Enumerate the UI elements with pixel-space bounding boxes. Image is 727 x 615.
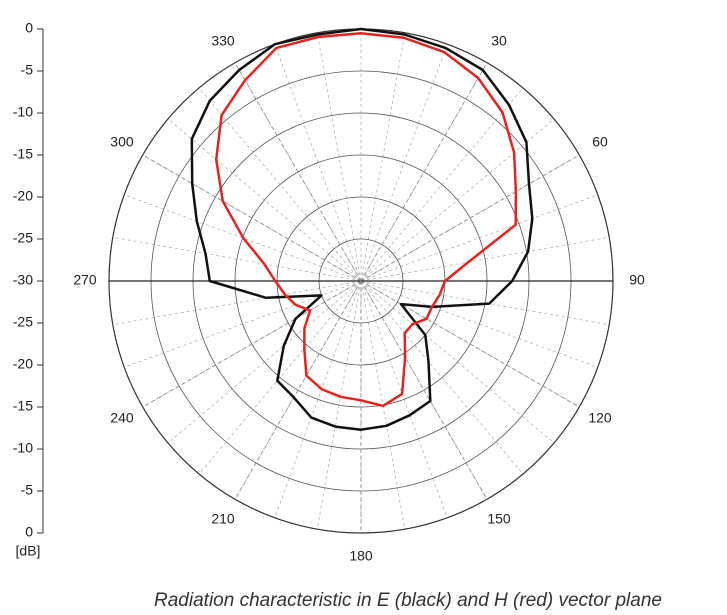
theta-tick-label: 180	[349, 548, 373, 564]
pattern-line	[214, 31, 518, 408]
theta-tick-label: 120	[588, 410, 612, 426]
theta-tick-label: 60	[592, 134, 608, 150]
spoke	[142, 154, 362, 282]
r-tick-label: -30	[13, 272, 33, 288]
r-tick-label: -20	[13, 356, 33, 372]
r-tick-label: -10	[13, 104, 33, 120]
theta-tick-label: 330	[211, 33, 235, 49]
theta-tick-label: 240	[110, 410, 134, 426]
r-axis-unit: [dB]	[16, 543, 41, 559]
spoke	[360, 154, 580, 282]
r-tick-label: -5	[21, 482, 34, 498]
spoke	[142, 280, 362, 408]
caption: Radiation characteristic in E (black) an…	[154, 590, 662, 611]
r-tick-label: -25	[13, 314, 33, 330]
r-tick-label: -15	[13, 398, 33, 414]
theta-tick-label: 150	[487, 511, 511, 527]
spoke	[234, 62, 362, 282]
r-tick-label: -20	[13, 188, 33, 204]
spoke	[360, 280, 580, 408]
theta-tick-label: 210	[211, 511, 235, 527]
spoke	[360, 280, 488, 500]
r-tick-label: -10	[13, 440, 33, 456]
spoke	[234, 280, 362, 500]
theta-tick-label: 30	[491, 33, 507, 49]
r-tick-label: -25	[13, 230, 33, 246]
pattern-line	[190, 27, 534, 431]
theta-tick-label: 270	[73, 272, 97, 288]
theta-tick-label: 300	[110, 134, 134, 150]
r-tick-label: 0	[25, 524, 33, 540]
spoke	[360, 62, 488, 282]
r-tick-label: -15	[13, 146, 33, 162]
r-tick-label: 0	[25, 20, 33, 36]
theta-tick-label: 90	[629, 272, 645, 288]
r-tick-label: -5	[21, 62, 34, 78]
